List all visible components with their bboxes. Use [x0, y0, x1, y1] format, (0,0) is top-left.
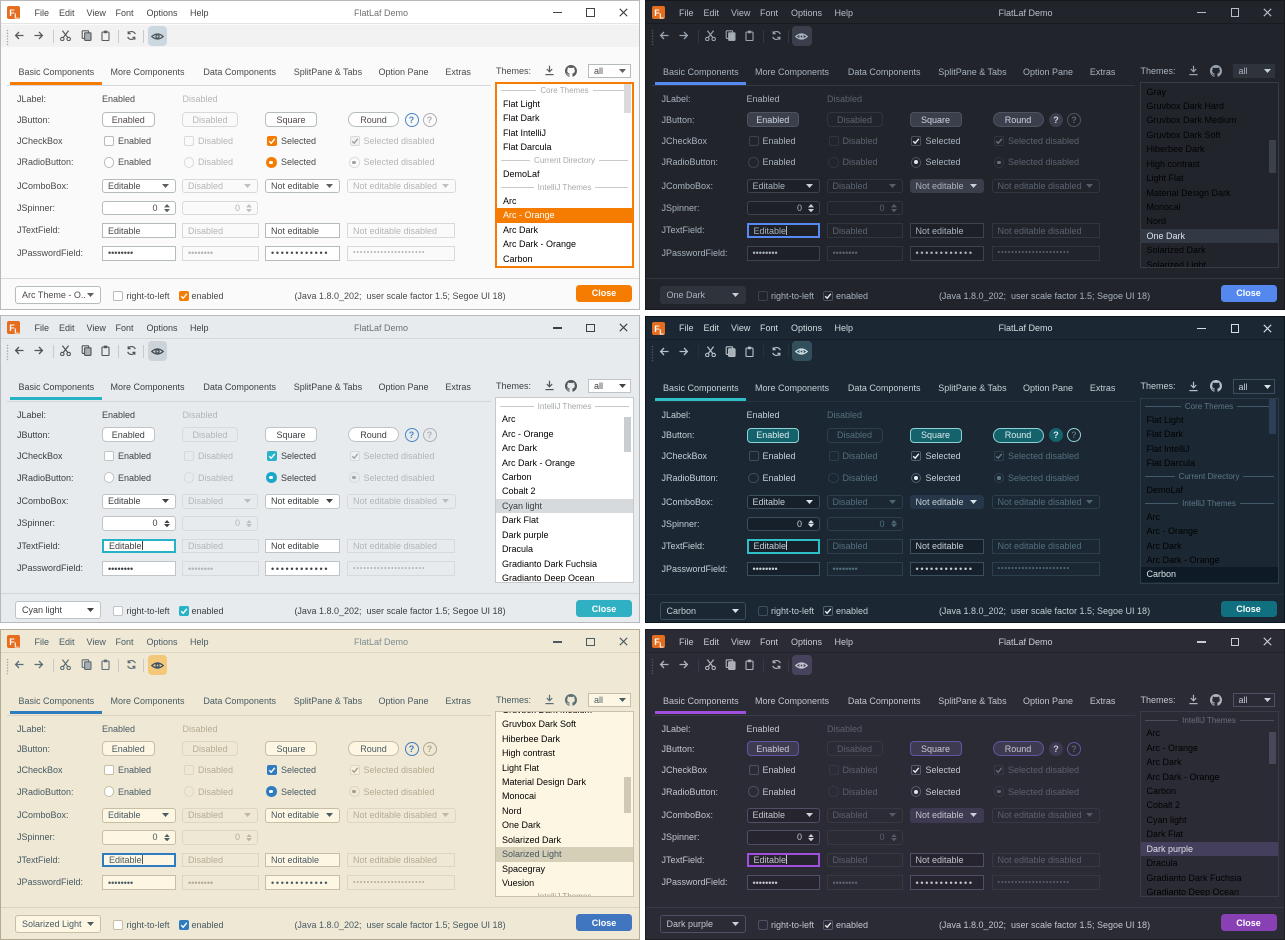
svg-text:L: L	[14, 327, 19, 335]
svg-text:F: F	[9, 8, 15, 18]
svg-text:F: F	[9, 637, 15, 647]
svg-text:F: F	[654, 8, 660, 18]
svg-text:L: L	[659, 327, 664, 335]
svg-text:L: L	[14, 641, 19, 649]
svg-text:F: F	[654, 324, 660, 334]
svg-text:F: F	[9, 323, 15, 333]
svg-text:L: L	[14, 11, 19, 19]
svg-text:L: L	[659, 641, 664, 649]
svg-text:L: L	[659, 11, 664, 19]
svg-text:F: F	[654, 637, 660, 647]
